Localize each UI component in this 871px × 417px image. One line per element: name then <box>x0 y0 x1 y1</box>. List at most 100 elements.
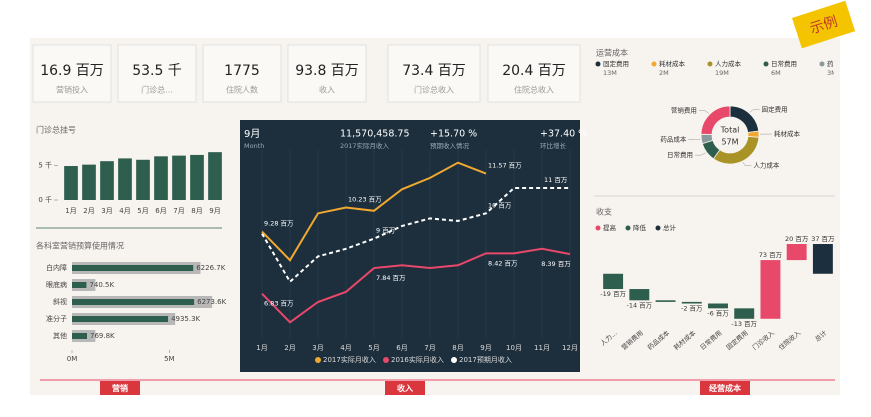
value-label: 7.84 百万 <box>376 274 406 282</box>
bar <box>64 166 78 200</box>
bar <box>136 159 150 200</box>
x-tick-label: 5月 <box>137 207 148 215</box>
leader-line <box>749 109 760 113</box>
leader-line <box>688 138 701 140</box>
waterfall-bar <box>655 300 676 302</box>
income-panel <box>240 120 580 372</box>
legend-value: 3M <box>827 69 837 77</box>
tab[interactable] <box>100 381 140 395</box>
kpi-label: 住院总收入 <box>514 85 554 95</box>
x-tick-label: 6月 <box>396 344 407 352</box>
value-label: 10.23 百万 <box>348 196 382 204</box>
kpi-card <box>117 44 197 103</box>
segment-label: 药品成本 <box>660 135 687 144</box>
bar <box>118 158 132 200</box>
header-value: +15.70 % <box>430 129 477 140</box>
value-label: -2 百万 <box>681 305 703 313</box>
legend-label: 药品成本 <box>827 59 854 68</box>
chart-title: 收支 <box>596 207 612 217</box>
value-label: 9.28 百万 <box>264 220 294 228</box>
header-label: 2017实际月收入 <box>340 141 390 150</box>
legend-label: 人力成本 <box>715 59 742 68</box>
badge-box <box>792 0 856 49</box>
legend-marker <box>763 61 769 67</box>
value-label: -14 百万 <box>626 301 652 309</box>
x-tick-label: 4月 <box>119 207 130 215</box>
waterfall-bar <box>708 303 728 309</box>
chart-title: 各科室营销预算使用情况 <box>36 241 124 251</box>
x-tick-label: 7月 <box>173 207 184 215</box>
legend-label: 耗材成本 <box>659 59 686 68</box>
bar <box>82 164 96 200</box>
kpi-card <box>387 44 481 103</box>
x-tick-label: 8月 <box>191 207 202 215</box>
segment-label: 营销费用 <box>671 106 697 115</box>
category-label: 准分子 <box>46 314 67 323</box>
waterfall-bar <box>760 260 781 319</box>
chart-title: 门诊总挂号 <box>36 125 76 135</box>
value-label: 6273.6K <box>197 298 226 306</box>
waterfall-bar <box>681 301 702 304</box>
header-label: 预期收入情况 <box>430 141 470 150</box>
bar <box>172 155 186 200</box>
waterfall-bar <box>812 244 833 274</box>
x-tick-label: 1月 <box>65 207 76 215</box>
bar <box>154 156 168 200</box>
kpi-value: 93.8 百万 <box>295 63 359 79</box>
legend-marker <box>707 61 713 67</box>
x-tick-label: 2月 <box>83 207 94 215</box>
legend-label: 日常费用 <box>771 59 797 68</box>
kpi-value: 73.4 百万 <box>402 63 466 79</box>
kpi-value: 53.5 千 <box>132 63 182 79</box>
value-label: 20 百万 <box>785 235 809 243</box>
kpi-value: 20.4 百万 <box>502 63 566 79</box>
value-label: 73 百万 <box>759 251 783 259</box>
tab[interactable] <box>385 381 425 395</box>
legend-label: 2017预期月收入 <box>459 355 512 364</box>
kpi-label: 住院人数 <box>226 85 258 95</box>
value-label: 11.57 百万 <box>488 162 522 170</box>
bar <box>208 152 222 200</box>
x-tick-label: 3月 <box>101 207 112 215</box>
header-value: +37.40 % <box>540 129 587 140</box>
value-label: 9 百万 <box>376 227 396 235</box>
segment-label: 固定费用 <box>762 104 788 113</box>
leader-line <box>698 110 710 114</box>
series-line <box>261 161 487 262</box>
badge: 示例 <box>792 0 856 49</box>
x-tick-label: 5月 <box>368 344 379 352</box>
kpi-label: 收入 <box>319 85 335 95</box>
x-tick-label: 2月 <box>284 344 295 352</box>
bar <box>72 333 87 339</box>
tab-label: 经营成本 <box>709 383 741 393</box>
kpi-card <box>32 44 112 103</box>
value-label: 4935.3K <box>171 315 200 323</box>
value-label: 10 百万 <box>488 201 512 209</box>
legend-marker <box>595 61 601 67</box>
x-tick-label: 6月 <box>155 207 166 215</box>
value-label: -6 百万 <box>707 309 729 317</box>
x-tick-label: 3月 <box>312 344 323 352</box>
waterfall-bar <box>786 244 807 261</box>
segment-label: 耗材成本 <box>774 129 801 138</box>
legend-marker <box>655 225 661 231</box>
value-label: 6.83 百万 <box>264 300 294 308</box>
category-label: 其他 <box>53 331 67 340</box>
legend-value: 13M <box>603 69 617 77</box>
bar <box>190 154 204 200</box>
segment-label: 人力成本 <box>753 161 780 170</box>
legend: 固定费用13M耗材成本2M人力成本19M日常费用6M药品成本3M营销费用14M <box>595 59 854 77</box>
x-tick-label: 12月 <box>562 344 578 352</box>
center-label: Total <box>720 126 740 135</box>
legend-label: 2016实际月收入 <box>391 355 444 364</box>
kpi-label: 门诊总收入 <box>414 85 454 95</box>
tab[interactable] <box>700 381 750 395</box>
kpi-value: 1775 <box>224 63 260 79</box>
x-tick-label: 5M <box>164 355 175 363</box>
value-label: 8.42 百万 <box>488 259 518 267</box>
x-tick-label: 8月 <box>452 344 463 352</box>
center-value: 57M <box>721 138 738 147</box>
category-label: 白内障 <box>46 263 67 272</box>
x-tick-label: 10月 <box>506 344 522 352</box>
